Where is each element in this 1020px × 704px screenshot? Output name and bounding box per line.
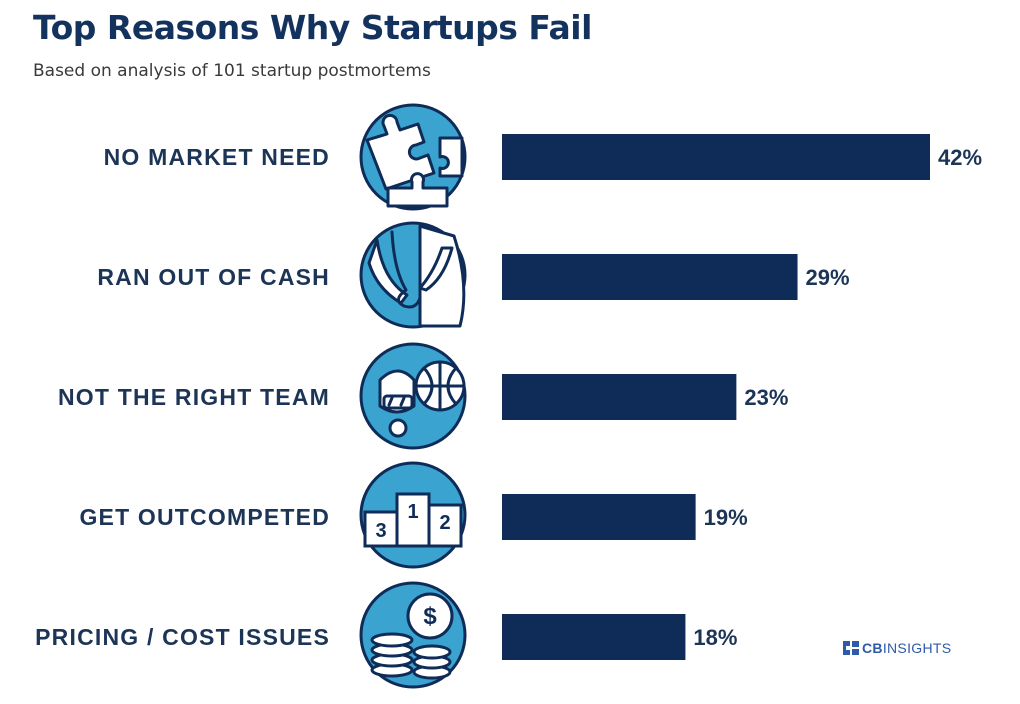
category-label: GET OUTCOMPETED	[79, 504, 330, 530]
page-title: Top Reasons Why Startups Fail	[33, 8, 592, 47]
bar	[502, 494, 696, 540]
category-label: NO MARKET NEED	[104, 144, 330, 170]
coins-icon: $	[359, 581, 467, 689]
puzzle-icon	[359, 103, 467, 211]
bar	[502, 614, 686, 660]
brand-suffix: INSIGHTS	[882, 640, 952, 656]
bar	[502, 374, 737, 420]
value-label: 42%	[938, 145, 982, 170]
category-label: NOT THE RIGHT TEAM	[58, 384, 330, 410]
podium-icon: 3 1 2	[359, 461, 467, 569]
category-label: PRICING / COST ISSUES	[35, 624, 330, 650]
cbinsights-mark-icon	[843, 641, 859, 655]
value-label: 23%	[744, 385, 788, 410]
bar	[502, 254, 798, 300]
team-icon	[359, 342, 467, 450]
podium-number-2: 2	[439, 512, 450, 534]
podium-number-1: 1	[407, 501, 418, 523]
value-label: 18%	[693, 625, 737, 650]
page-subtitle: Based on analysis of 101 startup postmor…	[33, 61, 431, 81]
category-label: RAN OUT OF CASH	[97, 264, 330, 290]
brand-prefix: CB	[862, 640, 883, 656]
bar	[502, 134, 930, 180]
value-label: 19%	[704, 505, 748, 530]
value-label: 29%	[806, 265, 850, 290]
dollar-sign: $	[423, 603, 437, 630]
cbinsights-logo: CBINSIGHTS	[843, 640, 951, 656]
podium-number-3: 3	[375, 520, 386, 542]
empty-pockets-icon	[359, 221, 467, 329]
